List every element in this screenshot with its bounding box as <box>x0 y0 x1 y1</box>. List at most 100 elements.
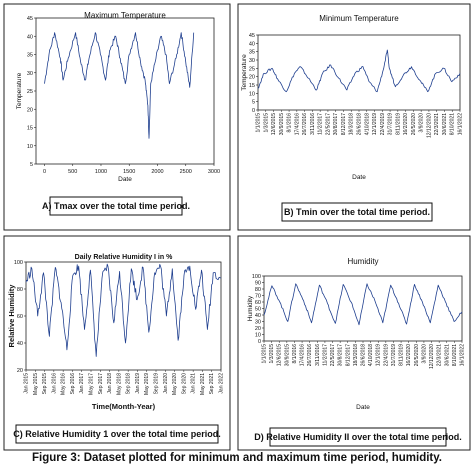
y-tick-label: 40 <box>17 341 23 347</box>
x-tick-label: 4/10/2018 <box>368 344 374 366</box>
x-tick-label: 3/9/2020 <box>421 344 427 364</box>
x-tick-label: 8/10/2021 <box>452 344 458 366</box>
x-tick-label: Sep 2017 <box>98 373 104 395</box>
y-tick-label: 90 <box>255 281 261 287</box>
x-tick-label: 1500 <box>123 169 135 175</box>
x-tick-label: 8/11/2019 <box>395 113 401 135</box>
y-tick-label: 25 <box>249 66 255 72</box>
x-tick-label: Jan 2019 <box>135 373 141 394</box>
x-tick-label: 31/7/2019 <box>388 113 394 135</box>
x-tick-label: 18/3/2018 <box>353 344 359 366</box>
x-tick-label: Sep 2018 <box>126 373 132 395</box>
x-tick-label: 12/1/2019 <box>376 344 382 366</box>
chart-panel-2: Minimum Temperature 0 5 10 15 20 25 30 35 40 45 1/1… <box>237 3 471 231</box>
x-tick-label: 8/12/2017 <box>345 344 351 366</box>
x-tick-label: 22/5/2017 <box>330 344 336 366</box>
x-tick-label: May 2015 <box>33 373 39 395</box>
chart-title: Humidity <box>347 257 378 266</box>
y-tick-label: 45 <box>249 33 255 39</box>
panel-caption-box <box>15 424 219 444</box>
x-tick-label: 31/7/2019 <box>391 344 397 366</box>
y-tick-label: 60 <box>17 314 23 320</box>
x-tick-label: May 2021 <box>200 373 206 395</box>
y-tick-label: 50 <box>255 307 261 313</box>
y-axis-label: Temperature <box>241 54 248 91</box>
x-tick-label: 8/11/2019 <box>399 344 405 366</box>
x-tick-label: May 2016 <box>61 373 67 395</box>
x-tick-label: 30/8/2017 <box>333 113 339 135</box>
panel-caption: C) Relative Humidity 1 over the total ti… <box>13 429 221 439</box>
x-tick-label: 16/1/2022 <box>458 113 464 135</box>
x-tick-label: Sep 2021 <box>209 373 215 395</box>
chart-title: Minimum Temperature <box>319 14 399 23</box>
x-tick-label: 30/6/2021 <box>442 113 448 135</box>
x-tick-label: 26/6/2018 <box>357 113 363 135</box>
panel-caption: B) Tmin over the total time period. <box>284 207 430 217</box>
x-tick-label: 12/6/2015 <box>271 113 277 135</box>
x-axis-label: Date <box>352 174 366 181</box>
x-tick-label: Jan 2017 <box>79 373 85 394</box>
y-tick-label: 25 <box>27 89 33 95</box>
x-tick-label: 16/2/2020 <box>406 344 412 366</box>
series-line-1 <box>257 49 461 93</box>
x-tick-label: Jan 2020 <box>163 373 169 394</box>
panel-frame <box>237 235 471 451</box>
x-tick-label: May 2019 <box>144 373 150 395</box>
y-tick-label: 60 <box>255 300 261 306</box>
x-axis-label: Date <box>356 404 370 411</box>
x-tick-label: 1/1/2015 <box>262 344 268 364</box>
x-tick-label: 26/7/2016 <box>302 113 308 135</box>
x-tick-label: 30/9/2015 <box>279 113 285 135</box>
y-tick-label: 20 <box>249 75 255 81</box>
x-tick-label: Jan 2018 <box>107 373 113 394</box>
y-tick-label: 15 <box>27 126 33 132</box>
x-tick-label: Sep 2019 <box>154 373 160 395</box>
x-tick-label: May 2017 <box>89 373 95 395</box>
y-tick-label: 20 <box>17 368 23 374</box>
y-tick-label: 35 <box>249 50 255 56</box>
y-tick-label: 30 <box>255 320 261 326</box>
panel-caption-box <box>269 427 447 447</box>
x-tick-label: 3000 <box>208 169 220 175</box>
series-line-1 <box>44 32 195 139</box>
x-tick-label: 8/10/2021 <box>450 113 456 135</box>
y-tick-label: 5 <box>30 162 33 168</box>
y-tick-label: 45 <box>27 16 33 22</box>
x-tick-label: 3/9/2020 <box>419 113 425 133</box>
x-tick-label: 4/10/2018 <box>364 113 370 135</box>
x-tick-label: Jan 2022 <box>219 373 225 394</box>
x-tick-label: 16/1/2022 <box>460 344 466 366</box>
x-tick-label: 17/4/2016 <box>300 344 306 366</box>
x-tick-label: 3/11/2016 <box>310 113 316 135</box>
chart-panel-3: Daily Relative Humidity I in % 20 40 60 80 10… <box>3 235 231 451</box>
y-tick-label: 80 <box>255 287 261 293</box>
y-tick-label: 20 <box>27 107 33 113</box>
y-tick-label: 5 <box>252 100 255 106</box>
panel-caption-box <box>281 202 433 222</box>
y-tick-label: 70 <box>255 294 261 300</box>
x-tick-label: 1000 <box>95 169 107 175</box>
x-tick-label: 22/5/2017 <box>325 113 331 135</box>
x-tick-label: 17/4/2016 <box>294 113 300 135</box>
panel-caption: A) Tmax over the total time period. <box>42 201 190 211</box>
y-tick-label: 0 <box>252 108 255 114</box>
panel-caption: D) Relative Humidity II over the total t… <box>254 432 462 442</box>
figure-caption: Figure 3: Dataset plotted for minimum an… <box>31 452 442 464</box>
x-tick-label: 3/11/2016 <box>315 344 321 366</box>
x-tick-label: 8/1/2016 <box>292 344 298 364</box>
y-tick-label: 10 <box>255 333 261 339</box>
x-tick-label: 0 <box>43 169 46 175</box>
x-tick-label: 1/3/2015 <box>269 344 275 364</box>
x-tick-label: 2000 <box>151 169 163 175</box>
x-tick-label: 26/5/2020 <box>414 344 420 366</box>
y-tick-label: 10 <box>27 144 33 150</box>
x-tick-label: 2500 <box>180 169 192 175</box>
x-tick-label: Jan 2016 <box>51 373 57 394</box>
x-tick-label: 18/3/2018 <box>349 113 355 135</box>
x-tick-label: 12/1/2019 <box>372 113 378 135</box>
y-tick-label: 20 <box>255 326 261 332</box>
x-axis-label: Date <box>118 176 132 183</box>
x-tick-label: 12/6/2015 <box>277 344 283 366</box>
